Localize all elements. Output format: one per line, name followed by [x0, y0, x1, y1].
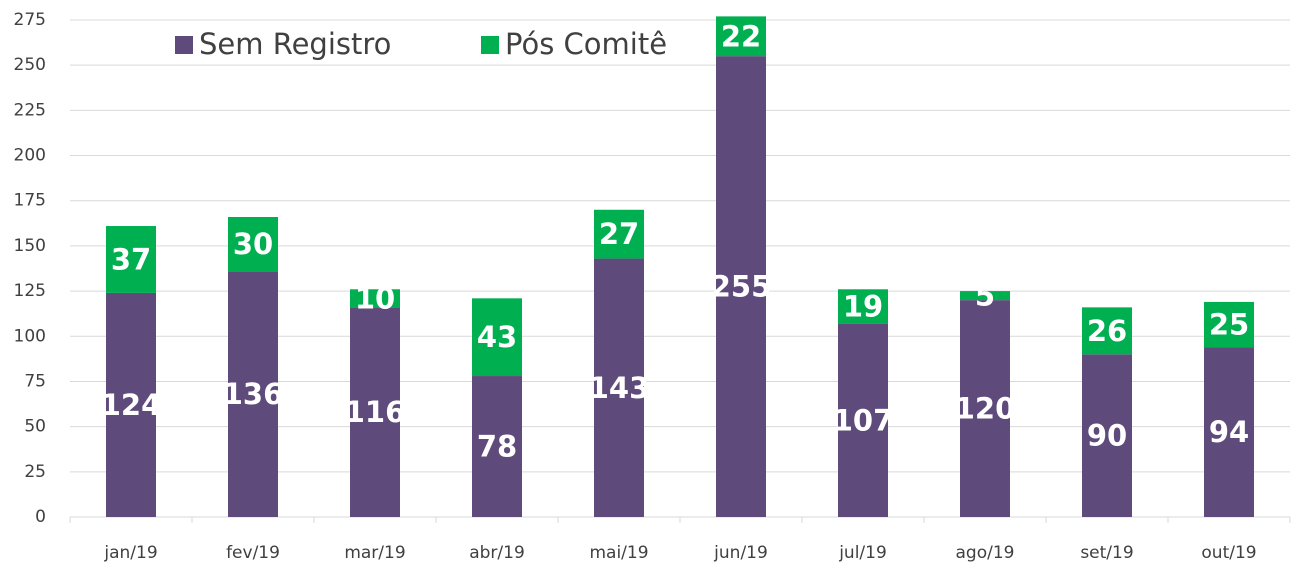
bar-segment: [716, 16, 766, 57]
y-tick-label: 175: [14, 191, 46, 211]
x-tick-label: set/19: [1080, 543, 1133, 563]
bar-segment: [594, 209, 644, 259]
data-label: 37: [111, 242, 151, 276]
bar-segment: [594, 258, 644, 517]
y-tick-label: 0: [35, 507, 46, 527]
y-tick-label: 225: [14, 100, 46, 120]
x-tick-label: ago/19: [956, 543, 1015, 563]
data-label: 255: [711, 270, 772, 304]
x-tick-label: jul/19: [838, 543, 887, 563]
data-label: 78: [477, 430, 517, 464]
bar-segment: [1082, 354, 1132, 517]
x-tick-label: jan/19: [103, 543, 157, 563]
y-tick-label: 275: [14, 10, 46, 30]
y-tick-label: 200: [14, 146, 46, 166]
data-label: 25: [1209, 308, 1249, 342]
data-label: 27: [599, 217, 639, 251]
y-tick-label: 150: [14, 236, 46, 256]
bar-segment: [228, 271, 278, 517]
bar-segment: [350, 289, 400, 308]
x-tick-label: fev/19: [226, 543, 280, 563]
legend-label: Sem Registro: [199, 27, 391, 61]
data-label: 5: [975, 279, 995, 313]
bar-segment: [838, 323, 888, 517]
data-label: 143: [589, 371, 650, 405]
bar-segment: [472, 376, 522, 517]
y-tick-label: 75: [24, 371, 46, 391]
data-label: 136: [223, 377, 284, 411]
data-label: 10: [355, 281, 395, 315]
y-tick-label: 250: [14, 55, 46, 75]
legend-label: Pós Comitê: [505, 27, 667, 61]
data-label: 22: [721, 19, 761, 53]
bar-segment: [1204, 347, 1254, 517]
data-label: 107: [833, 403, 894, 437]
bar-segment: [960, 291, 1010, 301]
data-label: 26: [1087, 314, 1127, 348]
bar-segment: [472, 298, 522, 377]
bar-segment: [960, 300, 1010, 517]
x-tick-label: out/19: [1201, 543, 1256, 563]
data-label: 43: [477, 320, 517, 354]
legend-swatch: [175, 36, 193, 54]
x-tick-label: abr/19: [469, 543, 525, 563]
bar-segment: [106, 292, 156, 517]
y-tick-label: 50: [24, 417, 46, 437]
y-tick-label: 125: [14, 281, 46, 301]
x-tick-label: mar/19: [344, 543, 405, 563]
data-label: 116: [345, 395, 406, 429]
data-label: 19: [843, 289, 883, 323]
data-label: 30: [233, 227, 273, 261]
data-label: 94: [1209, 415, 1249, 449]
bar-segment: [350, 307, 400, 517]
x-tick-label: mai/19: [589, 543, 648, 563]
data-label: 90: [1087, 419, 1127, 453]
data-label: 124: [101, 388, 162, 422]
bar-segment: [228, 216, 278, 272]
bar-segment: [838, 289, 888, 324]
x-tick-label: jun/19: [713, 543, 768, 563]
bar-segment: [1082, 307, 1132, 355]
legend-swatch: [481, 36, 499, 54]
y-tick-label: 100: [14, 326, 46, 346]
bar-segment: [716, 56, 766, 518]
data-label: 120: [955, 392, 1016, 426]
bar-segment: [106, 226, 156, 293]
bar-segment: [1204, 301, 1254, 348]
y-tick-label: 25: [24, 462, 46, 482]
